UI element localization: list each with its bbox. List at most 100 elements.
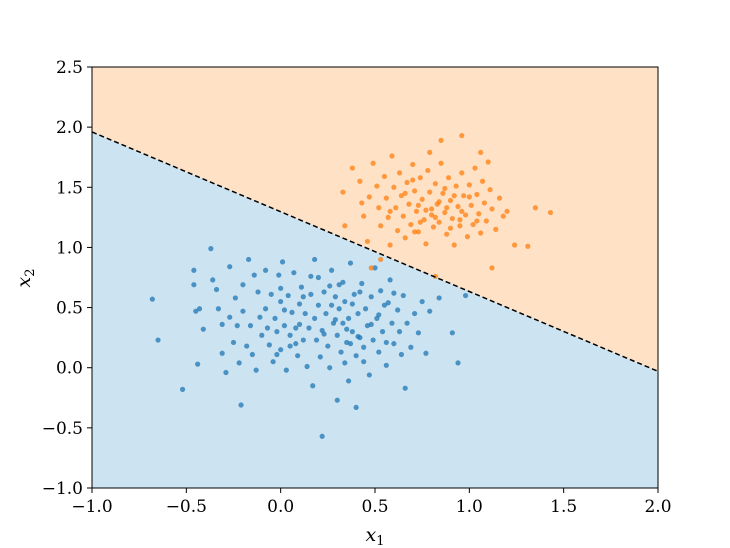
series-0-point-25 <box>244 343 250 349</box>
series-1-point-102 <box>410 177 416 183</box>
series-0-point-31 <box>257 314 263 320</box>
series-1-point-4 <box>359 200 365 206</box>
series-0-point-13 <box>219 321 225 328</box>
series-1-point-12 <box>381 173 388 180</box>
series-0-point-102 <box>376 349 382 355</box>
series-0-point-44 <box>279 259 286 265</box>
series-0-point-148 <box>347 341 354 347</box>
series-0-point-134 <box>349 301 355 307</box>
series-0-point-145 <box>312 256 318 263</box>
series-0-point-45 <box>281 323 288 329</box>
series-0-point-142 <box>342 360 348 366</box>
series-0-point-56 <box>300 337 306 343</box>
series-0-point-87 <box>349 329 355 335</box>
series-0-point-93 <box>359 280 365 287</box>
series-0-point-120 <box>427 308 433 314</box>
series-0-point-43 <box>278 347 284 353</box>
y-tick-label-6: 2.0 <box>56 118 83 138</box>
y-tick-label-5: 1.5 <box>56 178 83 198</box>
series-0-point-128 <box>300 294 306 300</box>
series-1-point-101 <box>387 208 393 214</box>
series-0-point-14 <box>219 350 225 356</box>
series-0-point-16 <box>227 264 233 270</box>
series-0-point-103 <box>378 288 384 294</box>
series-1-point-27 <box>410 161 416 168</box>
series-1-point-92 <box>444 205 450 211</box>
series-0-point-23 <box>240 282 246 288</box>
series-0-point-12 <box>215 306 222 312</box>
series-1-point-76 <box>532 205 538 211</box>
series-1-point-103 <box>432 214 438 220</box>
series-0-point-40 <box>274 329 280 335</box>
y-tick-label-1: −0.5 <box>42 419 83 439</box>
series-0-point-144 <box>274 351 280 358</box>
series-0-point-47 <box>285 292 291 299</box>
series-0-point-151 <box>281 307 288 313</box>
series-0-point-141 <box>398 351 405 358</box>
series-0-point-116 <box>412 310 418 317</box>
series-1-point-9 <box>374 183 380 189</box>
series-1-point-13 <box>383 195 389 201</box>
series-1-point-73 <box>504 208 510 214</box>
series-1-point-80 <box>459 132 465 139</box>
series-1-point-87 <box>368 265 374 271</box>
series-1-point-75 <box>525 243 531 249</box>
series-1-point-86 <box>378 256 384 263</box>
series-1-point-89 <box>423 207 429 213</box>
series-0-point-10 <box>210 277 216 283</box>
series-1-point-34 <box>423 241 429 247</box>
series-0-point-21 <box>236 360 242 366</box>
x-tick-label-4: 1.0 <box>456 497 483 517</box>
series-0-point-36 <box>266 342 272 348</box>
series-1-point-52 <box>457 223 463 229</box>
series-1-point-44 <box>442 209 448 216</box>
series-0-point-29 <box>253 367 259 373</box>
y-tick-label-4: 1.0 <box>56 238 83 258</box>
series-1-point-91 <box>436 199 442 205</box>
series-0-point-7 <box>196 306 203 312</box>
series-0-point-136 <box>361 359 367 365</box>
x-tick-label-1: −0.5 <box>166 497 207 517</box>
series-0-point-68 <box>319 433 325 439</box>
series-0-point-146 <box>327 283 333 289</box>
series-0-point-122 <box>449 330 455 336</box>
series-0-point-100 <box>372 265 378 271</box>
series-1-point-53 <box>459 170 465 176</box>
series-0-point-129 <box>308 273 314 279</box>
series-0-point-109 <box>391 341 397 347</box>
series-0-point-55 <box>298 284 305 290</box>
series-0-point-27 <box>247 323 254 329</box>
series-1-point-66 <box>483 218 489 224</box>
series-0-point-140 <box>391 290 397 296</box>
series-1-point-15 <box>387 242 393 248</box>
series-0-point-107 <box>387 277 393 283</box>
series-0-point-34 <box>262 306 269 312</box>
series-0-point-126 <box>278 285 284 291</box>
series-1-point-88 <box>415 202 421 208</box>
series-0-point-49 <box>289 309 295 315</box>
series-0-point-88 <box>351 291 357 297</box>
series-0-point-18 <box>230 339 237 346</box>
series-1-point-59 <box>470 221 476 228</box>
series-1-point-17 <box>391 184 397 190</box>
series-0-point-61 <box>310 383 316 389</box>
series-0-point-80 <box>340 279 346 285</box>
series-0-point-105 <box>381 302 388 308</box>
series-1-point-84 <box>489 265 495 271</box>
series-1-point-50 <box>453 183 459 189</box>
series-layer <box>149 132 554 439</box>
series-1-point-5 <box>361 213 367 219</box>
series-0-point-98 <box>368 294 374 300</box>
series-1-point-23 <box>402 235 408 241</box>
series-0-point-66 <box>317 354 323 360</box>
series-1-point-21 <box>398 193 405 199</box>
series-1-point-3 <box>357 178 363 184</box>
series-0-point-28 <box>249 351 255 358</box>
series-1-point-58 <box>468 202 474 208</box>
series-0-point-84 <box>345 315 352 321</box>
series-0-point-2 <box>179 386 186 392</box>
series-0-point-22 <box>238 402 244 408</box>
plot-area <box>91 66 659 489</box>
series-0-point-147 <box>332 317 338 323</box>
series-0-point-137 <box>368 321 374 328</box>
